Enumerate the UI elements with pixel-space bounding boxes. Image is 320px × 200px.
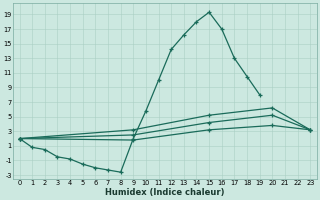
X-axis label: Humidex (Indice chaleur): Humidex (Indice chaleur) (105, 188, 225, 197)
